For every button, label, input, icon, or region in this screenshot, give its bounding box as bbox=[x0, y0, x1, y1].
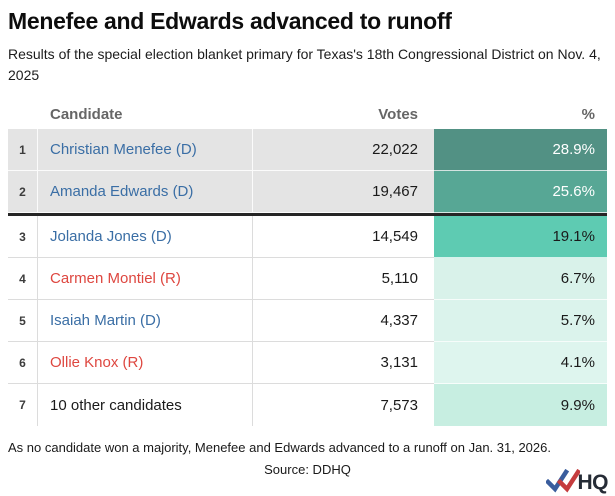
runoff-footnote: As no candidate won a majority, Menefee … bbox=[8, 440, 551, 456]
votes-cell: 4,337 bbox=[253, 300, 434, 343]
rank-cell: 2 bbox=[8, 171, 38, 214]
votes-cell: 7,573 bbox=[253, 384, 434, 427]
candidate-cell: Isaiah Martin (D) bbox=[38, 300, 253, 343]
results-table-body: 1 Christian Menefee (D) 22,022 28.9% 2 Amanda… bbox=[8, 129, 607, 427]
votes-cell: 3,131 bbox=[253, 342, 434, 385]
percent-cell: 4.1% bbox=[434, 342, 607, 385]
runoff-cutoff-line bbox=[8, 213, 607, 217]
votes-cell: 5,110 bbox=[253, 258, 434, 301]
percent-column-header: % bbox=[581, 105, 595, 123]
votes-cell: 14,549 bbox=[253, 216, 434, 259]
results-table: Candidate Votes % 1 Christian Menefee (D)… bbox=[8, 99, 607, 427]
candidate-cell: Jolanda Jones (D) bbox=[38, 216, 253, 259]
dd-check-blue-icon bbox=[545, 469, 569, 493]
candidate-cell: Amanda Edwards (D) bbox=[38, 171, 253, 214]
candidate-cell: Carmen Montiel (R) bbox=[38, 258, 253, 301]
candidate-cell: 10 other candidates bbox=[38, 384, 253, 427]
percent-cell: 9.9% bbox=[434, 384, 607, 427]
candidate-cell: Ollie Knox (R) bbox=[38, 342, 253, 385]
rank-cell: 4 bbox=[8, 258, 38, 301]
percent-cell: 28.9% bbox=[434, 129, 607, 172]
votes-cell: 22,022 bbox=[253, 129, 434, 172]
table-row: 6 Ollie Knox (R) 3,131 4.1% bbox=[8, 342, 607, 385]
candidate-column-header: Candidate bbox=[50, 105, 123, 123]
rank-cell: 7 bbox=[8, 384, 38, 427]
percent-cell: 5.7% bbox=[434, 300, 607, 343]
percent-cell: 25.6% bbox=[434, 171, 607, 214]
table-row: 7 10 other candidates 7,573 9.9% bbox=[8, 384, 607, 427]
table-row: 1 Christian Menefee (D) 22,022 28.9% bbox=[8, 129, 607, 172]
rank-cell: 5 bbox=[8, 300, 38, 343]
table-row: 4 Carmen Montiel (R) 5,110 6.7% bbox=[8, 258, 607, 301]
rank-cell: 6 bbox=[8, 342, 38, 385]
source-credit: Source: DDHQ bbox=[264, 462, 351, 478]
votes-column-header: Votes bbox=[378, 105, 418, 123]
rank-cell: 1 bbox=[8, 129, 38, 172]
table-header-row: Candidate Votes % bbox=[8, 99, 607, 129]
table-row: 5 Isaiah Martin (D) 4,337 5.7% bbox=[8, 300, 607, 343]
rank-cell: 3 bbox=[8, 216, 38, 259]
ddhq-double-check-icon bbox=[545, 469, 580, 493]
percent-cell: 6.7% bbox=[434, 258, 607, 301]
ddhq-logo-text: HQ bbox=[577, 471, 609, 494]
candidate-cell: Christian Menefee (D) bbox=[38, 129, 253, 172]
page-subtitle: Results of the special election blanket … bbox=[8, 46, 601, 83]
page-title: Menefee and Edwards advanced to runoff bbox=[8, 8, 452, 34]
table-row: 3 Jolanda Jones (D) 14,549 19.1% bbox=[8, 216, 607, 259]
votes-cell: 19,467 bbox=[253, 171, 434, 214]
percent-cell: 19.1% bbox=[434, 216, 607, 259]
ddhq-logo: HQ bbox=[545, 469, 609, 494]
dd-check-red-icon bbox=[556, 469, 580, 493]
election-results-card: Menefee and Edwards advanced to runoff R… bbox=[8, 8, 607, 478]
table-row: 2 Amanda Edwards (D) 19,467 25.6% bbox=[8, 171, 607, 214]
